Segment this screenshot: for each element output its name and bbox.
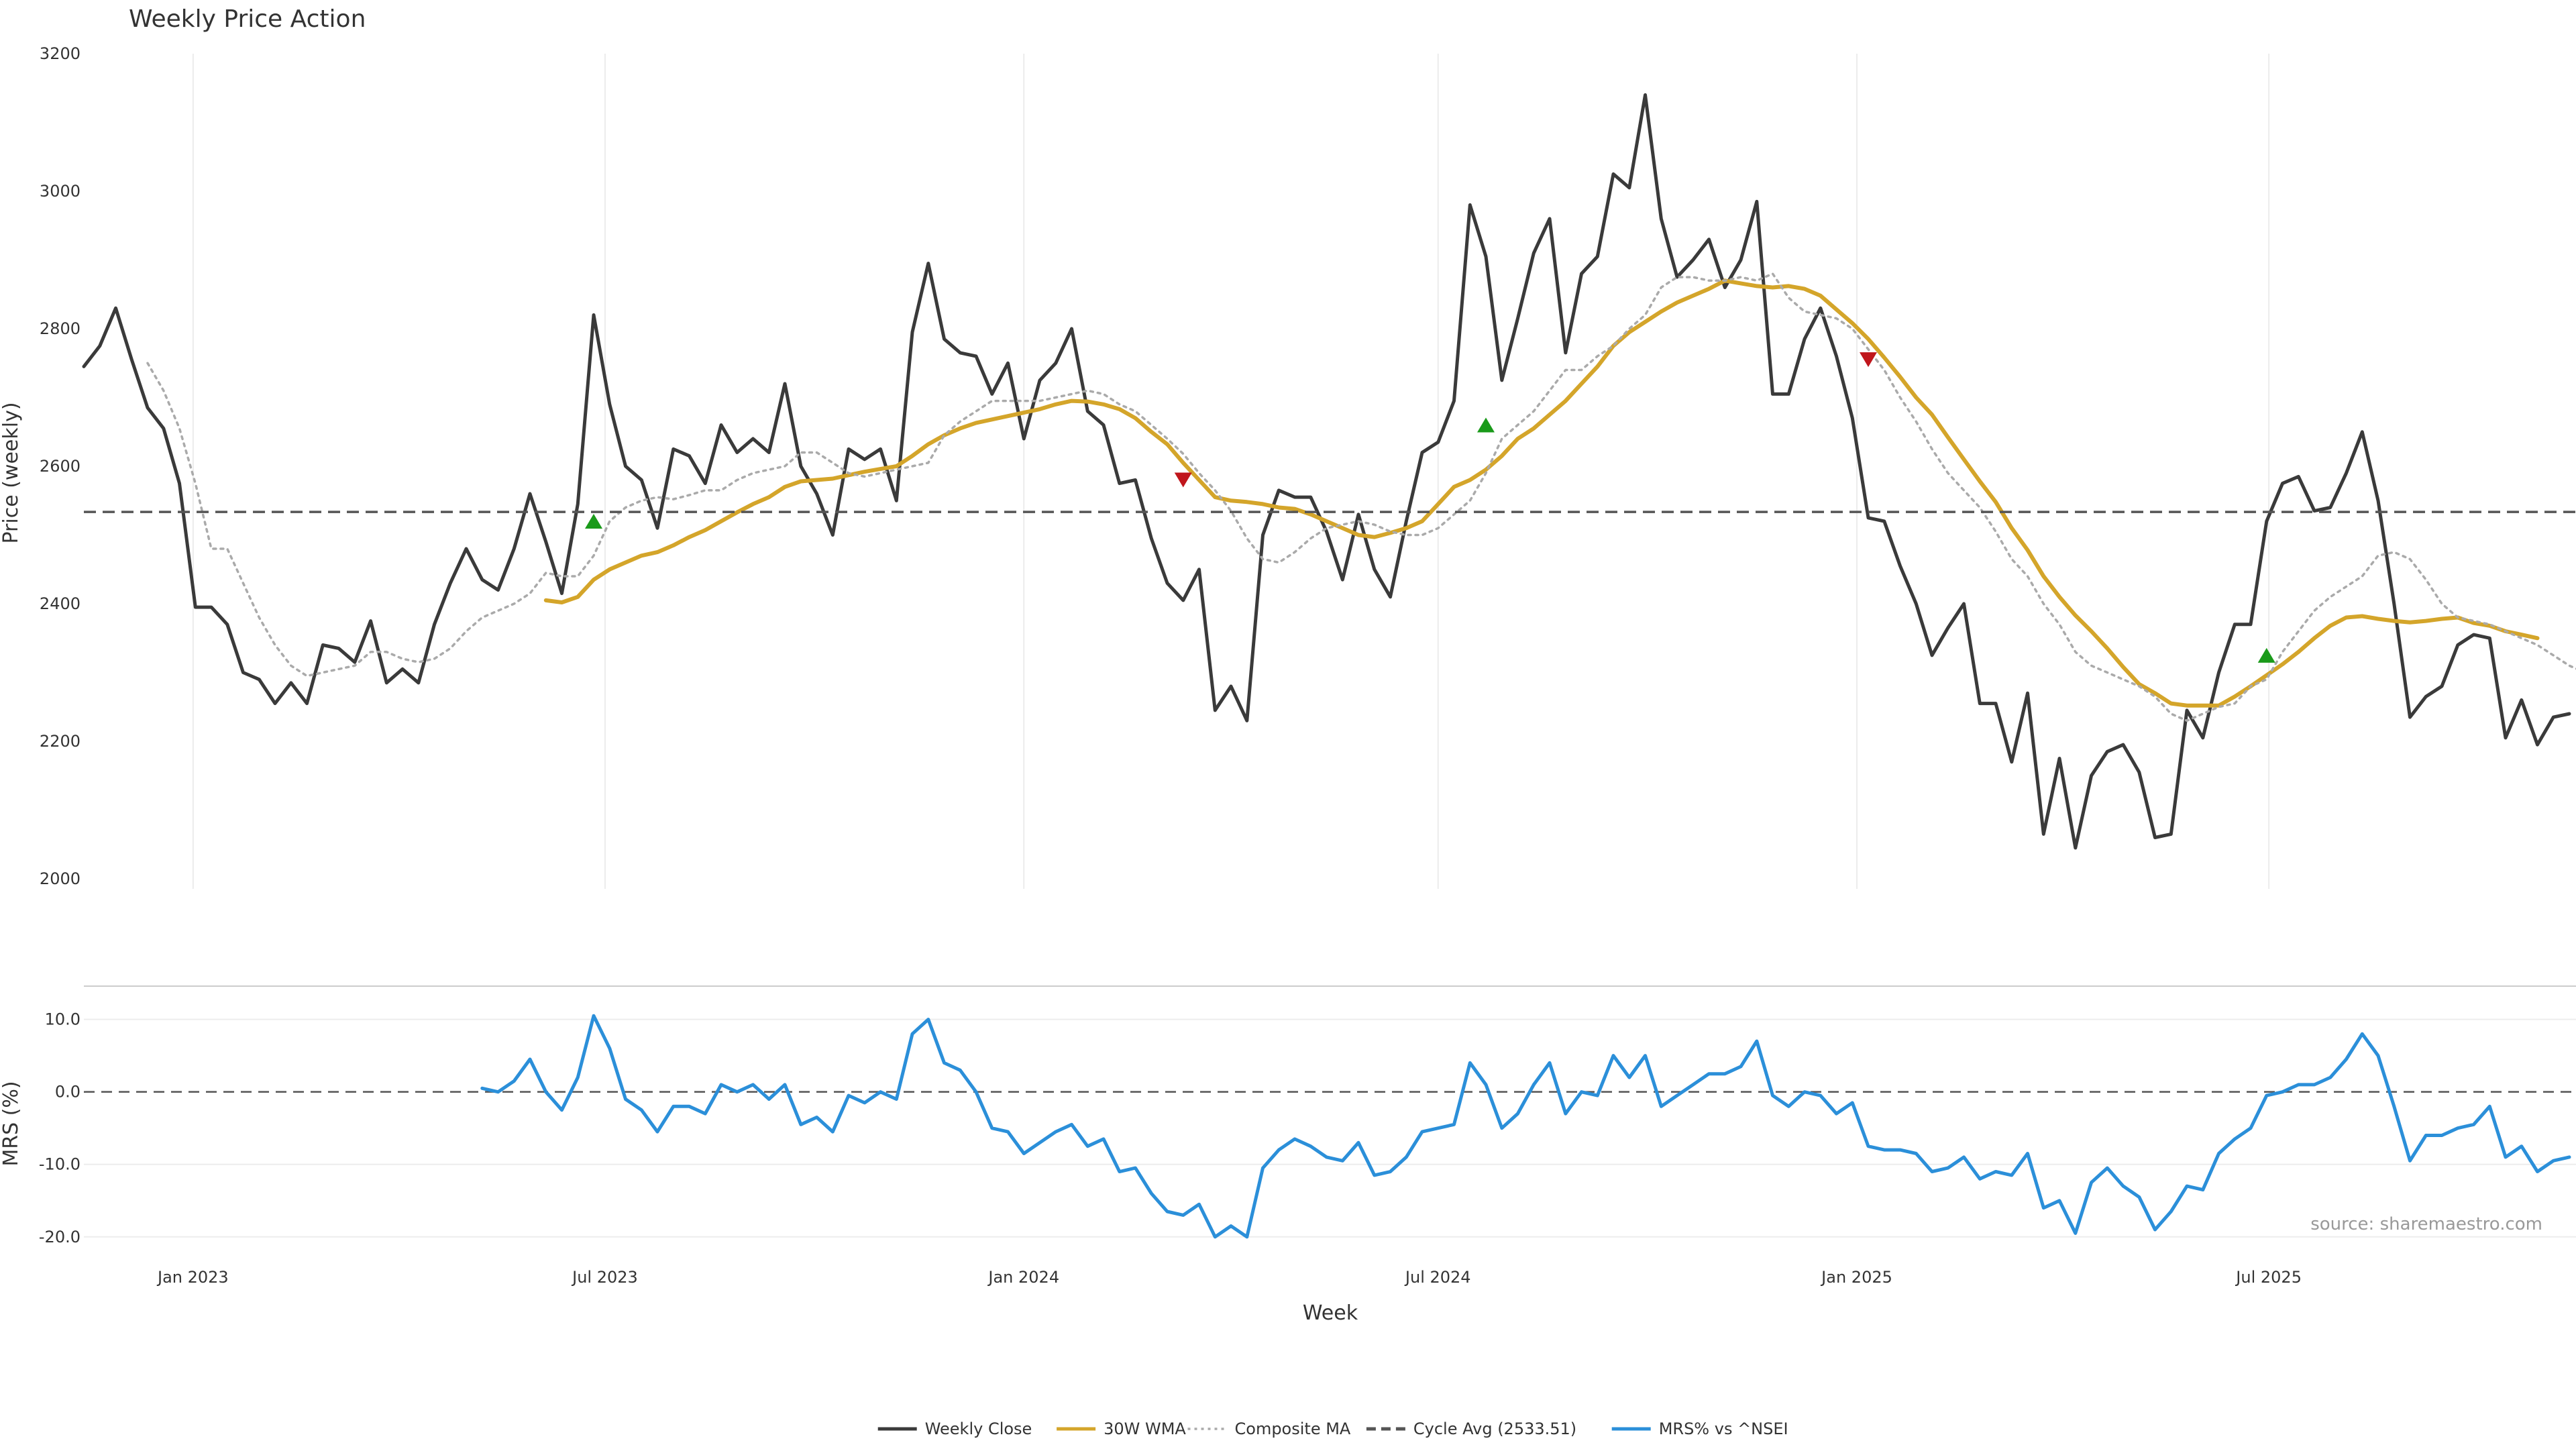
mrs-series: [480, 1014, 2571, 1239]
price-y-tick-label: 2600: [40, 457, 80, 476]
chart-title: Weekly Price Action: [129, 5, 366, 33]
mrs-y-axis-label: MRS (%): [0, 1081, 23, 1166]
price-grid: [192, 54, 2270, 889]
legend-label: Weekly Close: [925, 1419, 1032, 1438]
price-y-axis-label: Price (weekly): [0, 402, 23, 543]
mrs-panel: -20.0 -10.0 0.0 10.0 MRS (%) source: sharem…: [0, 1010, 2576, 1246]
30w-wma-line: [543, 278, 2540, 708]
price-y-tick-label: 2400: [40, 594, 80, 613]
chart-legend: Weekly Close 30W WMA Composite MA Cycle Avg…: [877, 1419, 1788, 1438]
source-note: source: sharemaestro.com: [2310, 1214, 2542, 1234]
buy-signal-marker: [585, 514, 602, 529]
buy-signal-marker: [1477, 417, 1495, 433]
legend-label: Cycle Avg (2533.51): [1413, 1419, 1576, 1438]
x-tick-label: Jan 2025: [1820, 1268, 1892, 1287]
price-y-axis: 2000 2200 2400 2600 2800 3000 3200: [40, 44, 80, 888]
legend-label: 30W WMA: [1104, 1419, 1186, 1438]
x-axis-label: Week: [1303, 1301, 1358, 1325]
legend-label: MRS% vs ^NSEI: [1659, 1419, 1788, 1438]
mrs-y-tick-label: 0.0: [55, 1083, 80, 1102]
legend-label: Composite MA: [1235, 1419, 1351, 1438]
x-tick-label: Jan 2024: [987, 1268, 1059, 1287]
sell-signal-marker: [1174, 472, 1192, 488]
x-tick-label: Jul 2023: [571, 1268, 638, 1287]
x-tick-label: Jan 2023: [156, 1268, 229, 1287]
mrs-y-axis: -20.0 -10.0 0.0 10.0: [39, 1010, 80, 1246]
x-tick-label: Jul 2025: [2235, 1268, 2302, 1287]
mrs-grid: [84, 1018, 2576, 1238]
price-y-tick-label: 2200: [40, 732, 80, 751]
price-y-tick-label: 3000: [40, 182, 80, 201]
weekly-close-line: [82, 93, 2571, 850]
price-y-tick-label: 3200: [40, 44, 80, 63]
signal-markers: [585, 352, 2275, 663]
mrs-line: [480, 1014, 2571, 1239]
x-axis: Jan 2023 Jul 2023 Jan 2024 Jul 2024 Jan 2025…: [156, 1268, 2302, 1287]
price-y-tick-label: 2000: [40, 869, 80, 888]
price-series: [82, 93, 2576, 850]
mrs-y-tick-label: -20.0: [39, 1228, 80, 1246]
mrs-y-tick-label: 10.0: [45, 1010, 80, 1029]
buy-signal-marker: [2257, 647, 2275, 663]
composite-ma-line: [146, 272, 2576, 722]
price-panel: 2000 2200 2400 2600 2800 3000 3200 Price (week…: [0, 44, 2576, 889]
x-tick-label: Jul 2024: [1404, 1268, 1471, 1287]
mrs-y-tick-label: -10.0: [39, 1155, 80, 1174]
price-y-tick-label: 2800: [40, 319, 80, 338]
sell-signal-marker: [1860, 352, 1877, 368]
